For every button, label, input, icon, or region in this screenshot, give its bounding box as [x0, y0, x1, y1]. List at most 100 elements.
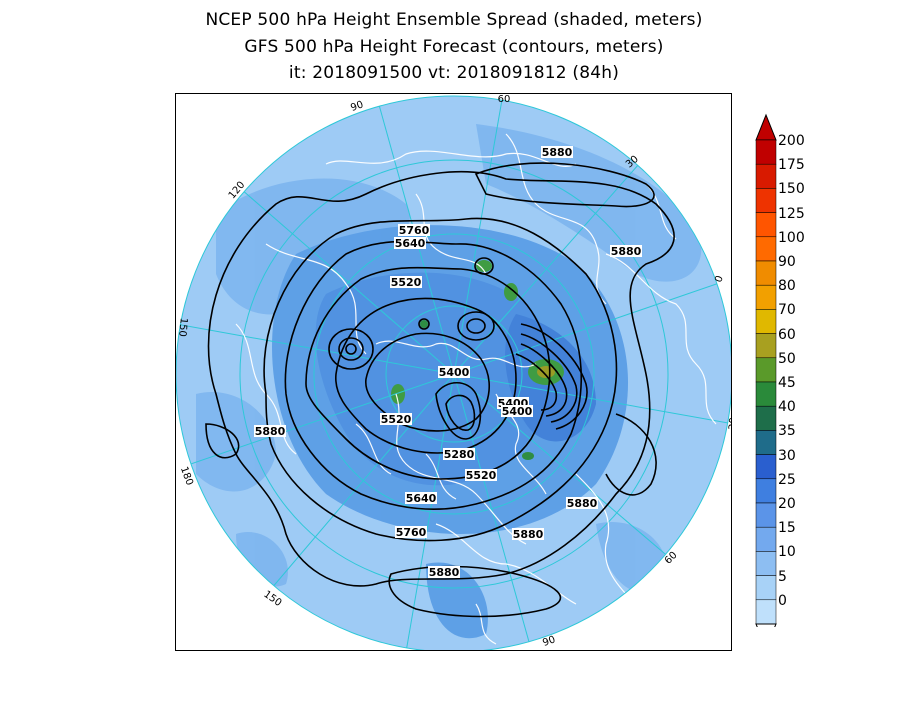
meridian — [453, 278, 731, 375]
title-line-3: it: 2018091500 vt: 2018091812 (84h) — [288, 63, 620, 83]
contour-5880-north — [474, 162, 655, 208]
colorbar-label: 25 — [778, 471, 796, 488]
colorbar-segment — [755, 381, 777, 407]
latitude-circle — [239, 159, 669, 589]
colorbar-label: 35 — [778, 423, 796, 440]
coastline — [475, 603, 497, 645]
svg-text:5520: 5520 — [466, 469, 497, 482]
low-center-contour — [338, 337, 364, 361]
spread-max-green — [504, 283, 518, 301]
colorbar-label: 45 — [778, 375, 796, 391]
colorbar-segment — [755, 502, 777, 528]
svg-text:5880: 5880 — [429, 566, 460, 579]
lon-label: 0 — [713, 274, 726, 284]
colorbar-segment — [755, 454, 777, 480]
contour-5520 — [305, 266, 551, 480]
contour-5880-outer — [207, 171, 675, 587]
polar-map: 5880 5880 5760 5640 5520 5400 5400 5400 … — [176, 94, 732, 650]
colorbar-segment — [755, 260, 777, 286]
contour-label: 5760 — [398, 224, 430, 237]
contour-label: 5640 — [405, 492, 437, 505]
contour-label: 5880 — [610, 245, 642, 258]
colorbar-label: 50 — [778, 350, 796, 367]
contour-label: 5400 — [438, 366, 470, 379]
latitude-circle — [313, 233, 595, 515]
lat-lon-grid — [176, 96, 731, 650]
colorbar-label: 125 — [778, 205, 805, 222]
lon-label: 90 — [349, 99, 365, 114]
spread-shading — [196, 124, 702, 639]
colorbar-label: 80 — [778, 278, 796, 295]
colorbar-label: 60 — [778, 326, 796, 343]
svg-text:5520: 5520 — [391, 276, 422, 289]
contour-label: 5880 — [254, 425, 286, 438]
contour-5400 — [335, 297, 517, 454]
low-center-contour — [418, 318, 430, 330]
spread-patch — [196, 392, 276, 492]
coastline — [325, 150, 577, 167]
contour-inner — [445, 394, 476, 431]
meridian — [270, 373, 455, 590]
svg-text:5400: 5400 — [439, 366, 470, 379]
colorbar-segment — [755, 139, 777, 165]
lon-label: 30 — [727, 417, 732, 431]
contour-label: 5520 — [390, 276, 422, 289]
svg-text:5880: 5880 — [542, 146, 573, 159]
colorbar-segment — [755, 284, 777, 310]
trough-contours — [520, 333, 578, 423]
meridian — [453, 96, 504, 375]
contour-label: 5880 — [512, 528, 544, 541]
lon-label: 150 — [176, 317, 189, 337]
map-disk-outline — [176, 95, 731, 650]
svg-text:5760: 5760 — [396, 526, 427, 539]
colorbar-segment — [755, 599, 777, 625]
svg-text:5280: 5280 — [444, 448, 475, 461]
colorbar-segment — [755, 526, 777, 552]
contour-label: 5400 — [501, 405, 533, 418]
colorbar-label: 40 — [778, 399, 796, 416]
contour-label: 5280 — [443, 448, 475, 461]
colorbar-label: 100 — [778, 229, 805, 246]
spread-max-green — [420, 320, 428, 328]
colorbar-label: 15 — [778, 520, 796, 537]
contour-5880-south — [388, 565, 562, 618]
lon-label: 60 — [498, 94, 511, 105]
map-frame: 5880 5880 5760 5640 5520 5400 5400 5400 … — [175, 93, 732, 651]
lon-label: 90 — [541, 634, 557, 649]
svg-text:5880: 5880 — [255, 425, 286, 438]
contour-5880-east — [605, 413, 657, 496]
height-contours — [205, 162, 675, 618]
svg-text:5880: 5880 — [513, 528, 544, 541]
trough-contours — [515, 353, 558, 411]
colorbar-label: 5 — [778, 568, 787, 585]
latitude-circle — [385, 305, 523, 443]
svg-text:5640: 5640 — [395, 237, 426, 250]
meridian — [240, 188, 455, 375]
colorbar-label: 200 — [778, 133, 805, 149]
colorbar-segment — [755, 163, 777, 189]
colorbar-segment — [755, 309, 777, 334]
contour-label: 5880 — [566, 497, 598, 510]
coastline — [265, 243, 367, 355]
colorbar-label: 70 — [778, 302, 796, 319]
colorbar-segment — [755, 575, 777, 601]
spread-max-green — [522, 452, 534, 460]
colorbar-top-arrow — [755, 113, 777, 141]
colorbar-segment — [755, 430, 777, 455]
colorbar-segment — [755, 405, 777, 431]
colorbar-label: 20 — [778, 496, 796, 512]
colorbar-segment — [755, 551, 777, 576]
trough-contours — [520, 343, 568, 417]
colorbar-label: 10 — [778, 544, 796, 561]
meridian — [405, 373, 455, 650]
coastline — [605, 253, 717, 425]
svg-text:5520: 5520 — [381, 413, 412, 426]
colorbar-segment — [755, 333, 777, 359]
svg-text:5400: 5400 — [502, 405, 533, 418]
lon-label: 150 — [261, 589, 283, 609]
svg-text:5880: 5880 — [611, 245, 642, 258]
coastline — [375, 340, 537, 368]
contour-labels: 5880 5880 5760 5640 5520 5400 5400 5400 … — [254, 146, 642, 579]
colorbar-label: 175 — [778, 157, 805, 174]
colorbar-segment — [755, 188, 777, 213]
